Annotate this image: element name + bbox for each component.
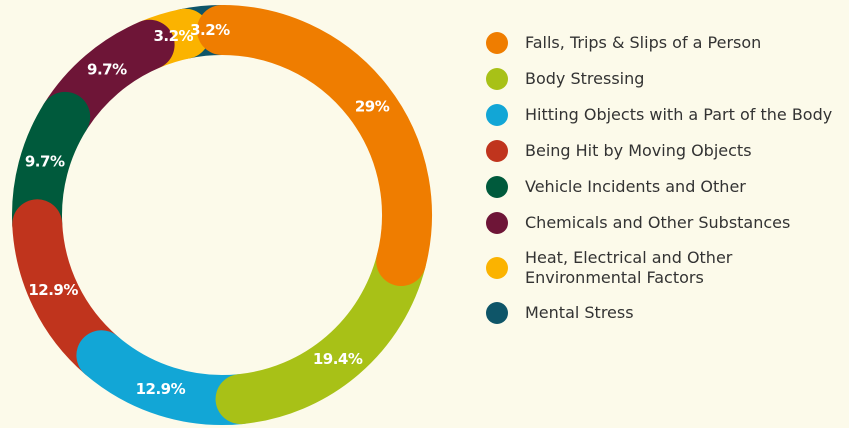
- donut-segment: [215, 236, 427, 425]
- legend-label: Heat, Electrical and Other Environmental…: [525, 248, 733, 287]
- legend-swatch: [486, 68, 508, 90]
- value-label: 29%: [355, 97, 390, 115]
- legend-item: Heat, Electrical and Other Environmental…: [486, 248, 832, 288]
- legend-item: Vehicle Incidents and Other: [486, 176, 832, 198]
- value-label: 3.2%: [153, 27, 193, 45]
- legend: Falls, Trips & Slips of a Person Body Str…: [486, 32, 832, 338]
- legend-label: Hitting Objects with a Part of the Body: [525, 105, 833, 124]
- legend-label: Mental Stress: [525, 303, 634, 322]
- legend-swatch: [486, 176, 508, 198]
- value-label: 9.7%: [25, 153, 65, 171]
- legend-swatch: [486, 32, 508, 54]
- value-label: 9.7%: [87, 61, 127, 79]
- legend-item: Chemicals and Other Substances: [486, 212, 832, 234]
- legend-swatch: [486, 302, 508, 324]
- legend-label: Being Hit by Moving Objects: [525, 141, 752, 160]
- value-label: 3.2%: [190, 21, 230, 39]
- legend-label: Chemicals and Other Substances: [525, 213, 791, 232]
- legend-swatch: [486, 104, 508, 126]
- value-label: 12.9%: [28, 281, 78, 299]
- legend-item: Hitting Objects with a Part of the Body: [486, 104, 832, 126]
- legend-label: Falls, Trips & Slips of a Person: [525, 33, 762, 52]
- legend-label: Body Stressing: [525, 69, 645, 88]
- value-label: 12.9%: [136, 380, 186, 398]
- legend-item: Mental Stress: [486, 302, 832, 324]
- legend-item: Body Stressing: [486, 68, 832, 90]
- value-label: 19.4%: [313, 350, 363, 368]
- legend-item: Being Hit by Moving Objects: [486, 140, 832, 162]
- legend-swatch: [486, 140, 508, 162]
- donut-segment: [197, 5, 432, 287]
- legend-item: Falls, Trips & Slips of a Person: [486, 32, 832, 54]
- legend-swatch: [486, 257, 508, 279]
- legend-swatch: [486, 212, 508, 234]
- legend-label: Vehicle Incidents and Other: [525, 177, 746, 196]
